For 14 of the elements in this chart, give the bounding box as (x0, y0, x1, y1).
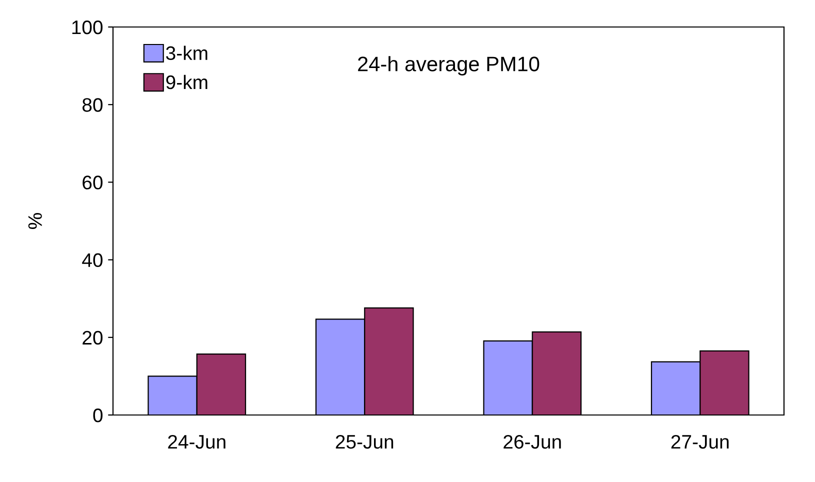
y-tick-label: 100 (72, 20, 103, 34)
text: 24-h average PM10 (358, 56, 540, 76)
legend-label: 3-km (166, 46, 208, 60)
y-axis-title: % (28, 213, 42, 229)
x-tick-label: 24-Jun (168, 434, 226, 449)
x-tick-label: 25-Jun (336, 434, 394, 449)
y-tick-label: 20 (82, 330, 103, 345)
x-tick-label: 27-Jun (671, 434, 729, 449)
y-tick-label: 60 (82, 176, 103, 190)
y-tick-label: 0 (93, 408, 103, 422)
legend-label: 9-km (166, 74, 208, 90)
y-tick-label: 80 (82, 98, 103, 112)
y-tick-label: 40 (82, 253, 103, 268)
x-tick-label: 26-Jun (504, 434, 561, 449)
